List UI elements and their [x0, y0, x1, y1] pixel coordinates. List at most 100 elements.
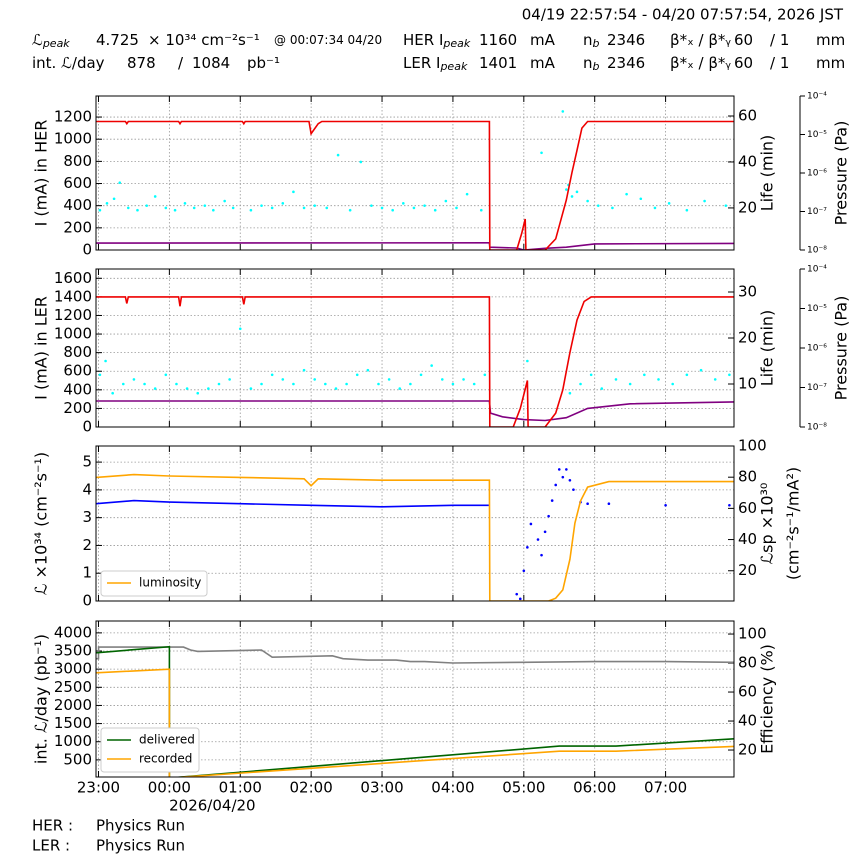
y3-tick-label: 10⁻⁴ [807, 92, 827, 102]
series-line [96, 120, 734, 250]
plot-area [96, 468, 734, 601]
data-point [334, 387, 338, 390]
data-point [657, 378, 660, 381]
data-point [529, 522, 533, 526]
legend-label: recorded [139, 752, 192, 766]
data-point [409, 382, 412, 386]
header-item: HER Ipeak [403, 31, 471, 51]
header-text: 2346 [607, 31, 645, 49]
y2-tick-label: 40 [738, 530, 757, 548]
data-point [212, 208, 215, 212]
data-point [713, 378, 717, 381]
data-point [313, 204, 316, 207]
header-text: @ 00:07:34 04/20 [274, 33, 382, 47]
data-point [667, 202, 671, 205]
data-point [554, 483, 558, 487]
header-item: 2346 [607, 31, 645, 49]
data-point [249, 208, 253, 212]
data-point [671, 382, 674, 386]
header-text: 60 [734, 31, 753, 49]
header-text: / 1 [770, 54, 789, 72]
y3-tick-label: 10⁻⁸ [807, 246, 827, 256]
header-text: 1084 [192, 54, 230, 72]
data-point [565, 468, 568, 471]
data-point [561, 475, 565, 479]
data-point [192, 206, 196, 210]
data-point [586, 199, 589, 203]
x-tick-label: 00:00 [148, 779, 191, 797]
plot-area [96, 645, 734, 777]
header-text: LER I [403, 54, 440, 72]
y2-tick-label: 20 [738, 741, 757, 759]
legend-label: luminosity [139, 576, 201, 590]
header-item: 878 [127, 54, 156, 72]
data-point [579, 382, 582, 386]
data-point [547, 514, 550, 518]
data-point [423, 204, 426, 207]
header-item: × 10³⁴ cm⁻²s⁻¹ [148, 31, 260, 49]
data-point [196, 391, 200, 395]
data-point [699, 368, 703, 372]
header-item: 2346 [607, 54, 645, 72]
footer-label: LER : [32, 837, 70, 855]
data-point [455, 206, 458, 210]
header-item: mA [530, 54, 556, 72]
plot-area [96, 110, 734, 250]
data-point [518, 597, 522, 601]
data-point [536, 538, 540, 541]
data-point [570, 195, 574, 198]
y-tick-label: 1000 [54, 732, 92, 750]
y-tick-label: 500 [63, 750, 92, 768]
y-tick-label: 3 [82, 508, 92, 526]
header-text: × 10³⁴ cm⁻²s⁻¹ [148, 31, 260, 49]
data-point [412, 206, 416, 210]
y-tick-label: 600 [63, 174, 92, 192]
x-tick-label: 04:00 [431, 779, 474, 797]
y3-tick-label: 10⁻⁵ [807, 130, 827, 140]
y2-tick-label: 20 [738, 561, 757, 579]
data-point [104, 359, 107, 363]
header-item: nb [583, 31, 600, 51]
y-tick-label: 2500 [54, 678, 92, 696]
data-point [217, 382, 221, 386]
footer-label: HER : [32, 817, 73, 835]
data-point [143, 382, 146, 386]
legend-label: delivered [139, 733, 195, 747]
data-point [568, 479, 572, 482]
data-point [153, 387, 157, 390]
data-point [575, 190, 579, 194]
footer-value: Physics Run [96, 837, 185, 855]
header-text: 60 [734, 54, 753, 72]
data-point [136, 208, 139, 212]
y-tick-label: 1500 [54, 714, 92, 732]
data-point [145, 204, 148, 207]
header-text: mA [530, 31, 556, 49]
header-item: β*ₓ / β*ᵧ [670, 54, 731, 72]
data-point [345, 382, 348, 386]
series-line [96, 473, 734, 601]
data-point [728, 503, 731, 507]
y2-tick-label: 40 [738, 152, 757, 170]
y2-tick-label: 40 [738, 712, 757, 730]
x-tick-label: 07:00 [644, 779, 687, 797]
y2-tick-label: 20 [738, 198, 757, 216]
data-point [366, 368, 370, 372]
x-tick-label: 05:00 [502, 779, 545, 797]
series-line [96, 499, 490, 508]
data-point [153, 195, 157, 198]
header-text: n [583, 54, 593, 72]
y-tick-label: 0 [82, 418, 92, 436]
header-item: / 1 [770, 54, 789, 72]
data-point [540, 553, 543, 557]
y-tick-label: 1400 [54, 287, 92, 305]
header-item: mm [816, 54, 845, 72]
header-subscript: peak [42, 37, 70, 50]
header-subscript: b [593, 60, 600, 73]
y2-tick-label: 100 [738, 625, 767, 643]
data-point [292, 382, 295, 386]
header-item: nb [583, 54, 600, 74]
y3-tick-label: 10⁻⁵ [807, 304, 827, 314]
y3-tick-label: 10⁻⁷ [807, 207, 827, 217]
header-text: ℒ [32, 31, 43, 49]
legend-box [100, 727, 200, 773]
